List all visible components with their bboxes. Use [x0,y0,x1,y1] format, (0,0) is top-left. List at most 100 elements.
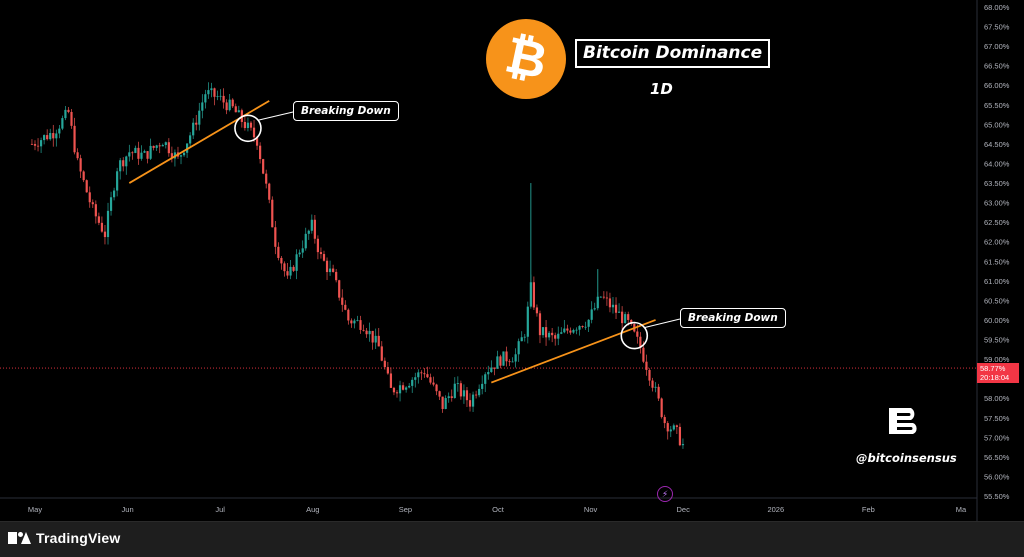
candle-body [36,145,40,147]
candle-body [106,210,110,238]
candle-body [395,392,399,394]
candle-body [268,183,271,200]
x-tick-label: Ma [956,505,967,514]
candle-body [371,330,374,343]
candle-body [627,314,630,320]
trendline[interactable] [490,319,656,384]
bar-countdown: 20:18:04 [980,373,1010,382]
candle-body [490,367,493,373]
x-tick-label: Jun [122,505,134,514]
candle-body [630,319,633,325]
lightning-icon[interactable]: ⚡ [657,486,673,502]
candle-body [313,219,316,239]
candle-body [657,386,660,399]
x-tick-label: 2026 [767,505,784,514]
breakdown-circle [620,321,649,350]
y-tick-label: 64.00% [984,159,1010,168]
candle-body [459,383,462,397]
y-tick-label: 67.00% [984,42,1010,51]
candle-body [91,202,94,205]
candle-body [639,336,642,348]
candle-body [280,257,283,264]
candle-body [231,99,234,107]
candle-body [182,152,186,156]
annotation-breaking-down-1: Breaking Down [293,101,399,121]
candle-body [654,386,657,388]
candle-body [292,266,295,271]
trendline[interactable] [128,100,270,184]
candle-body [666,423,669,432]
candle-body [511,361,514,363]
candle-body [97,216,100,223]
candle-body [70,111,73,126]
candle-body [64,109,67,119]
tradingview-logo[interactable]: TradingView [8,530,120,546]
candle-body [219,95,222,97]
timeframe-label: 1D [650,80,673,98]
y-tick-label: 64.50% [984,140,1010,149]
chart-title: Bitcoin Dominance [575,39,771,68]
candle-body [660,398,663,418]
candle-body [301,248,304,253]
candle-body [435,384,438,392]
candle-body [572,330,575,333]
last-price-tag[interactable]: 58.77% 20:18:04 [977,363,1019,383]
candle-body [228,99,231,111]
x-tick-label: Aug [306,505,319,514]
candle-body [401,385,405,390]
candle-body [143,151,146,153]
candle-body [374,335,377,343]
candle-body [213,88,216,97]
candle-body [602,296,605,298]
candle-body [584,326,587,328]
candle-body [669,429,672,432]
candle-body [198,110,201,125]
candle-body [167,142,170,154]
trendlines-layer [128,100,656,384]
candle-body [481,383,484,389]
candle-body [420,372,423,374]
candle-body [125,156,128,167]
candle-body [116,171,119,191]
candle-body [192,122,195,136]
y-tick-label: 66.50% [984,62,1010,71]
candle-body [605,297,609,299]
candle-body [471,394,475,407]
candle-body [593,308,596,310]
candle-body [569,330,572,333]
candle-body [474,394,478,396]
candle-body [100,222,104,232]
y-tick-label: 66.00% [984,81,1010,90]
candle-body [109,197,113,211]
x-tick-label: Oct [492,505,505,514]
y-tick-label: 55.50% [984,492,1010,501]
x-tick-label: Dec [677,505,691,514]
candle-body [30,143,34,145]
candle-body [85,180,88,193]
candle-body [347,309,350,321]
candle-body [131,152,134,154]
candle-body [617,311,621,313]
candle-body [170,153,173,159]
candle-body [246,122,250,129]
candle-body [112,190,116,198]
candle-body [478,388,481,396]
candle-body [82,171,85,181]
y-tick-label: 62.00% [984,238,1010,247]
y-tick-label: 60.50% [984,296,1010,305]
y-tick-label: 59.00% [984,355,1010,364]
candle-body [645,361,648,370]
candle-body [262,159,265,174]
candle-body [392,387,396,393]
candle-body [624,314,627,324]
callout-connector [644,318,681,329]
y-tick-label: 61.50% [984,257,1010,266]
candle-body [663,417,666,424]
candle-body [426,374,429,378]
candle-body [596,296,599,309]
candle-body [575,329,578,331]
candle-body [548,332,551,338]
candle-body [499,356,502,366]
candle-body [493,367,496,369]
x-axis: May Jun Jul Aug Sep Oct Nov Dec 2026 Feb Ma [28,505,967,514]
